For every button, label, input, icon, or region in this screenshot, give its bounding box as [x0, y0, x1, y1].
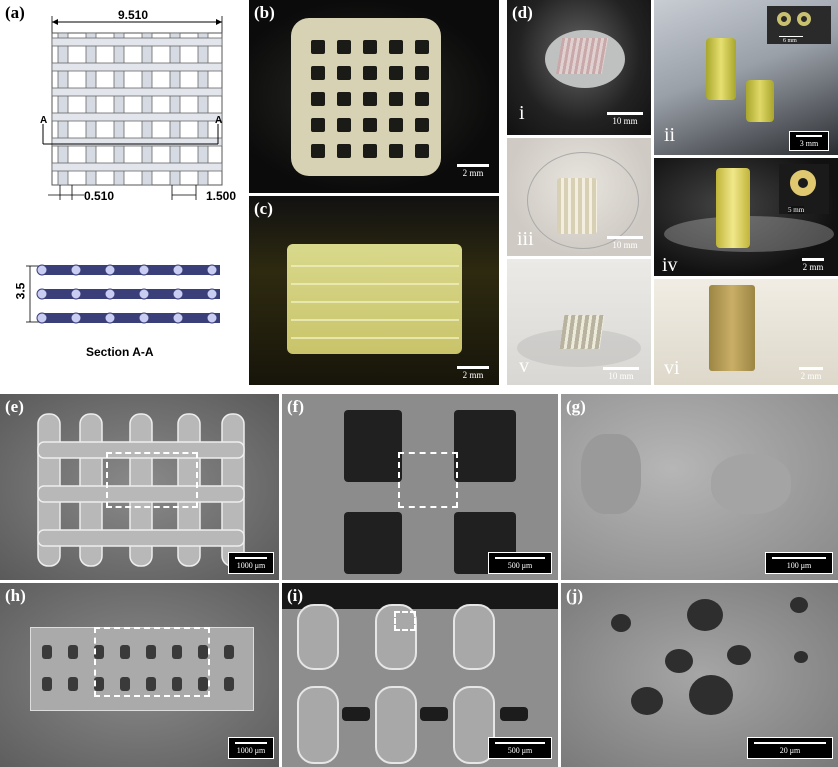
scale-bar: 10 mm	[607, 112, 643, 126]
sub-label-vi: vi	[664, 357, 680, 379]
panel-f-label: (f)	[287, 397, 304, 416]
panel-b-label: (b)	[254, 3, 275, 22]
scale-bar: 2 mm	[457, 366, 489, 380]
zoom-region	[394, 611, 416, 631]
inset-image: 6 mm	[767, 6, 831, 44]
scale-bar: 20 μm	[747, 737, 833, 759]
section-marker-right: A	[215, 115, 223, 126]
section-marker-left: A	[40, 115, 48, 126]
scale-bar: 10 mm	[603, 367, 639, 381]
background	[282, 583, 558, 609]
pore	[454, 410, 516, 482]
sub-label-iv: iv	[662, 254, 678, 276]
zoom-region	[94, 627, 210, 697]
panel-d-iv: 5 mm iv 2 mm	[654, 158, 838, 276]
panel-d-iii: iii 10 mm	[507, 138, 651, 256]
panel-g: (g) 100 μm	[561, 394, 838, 580]
inset-image	[779, 164, 829, 214]
panel-b: (b) 2 mm	[249, 0, 499, 193]
inset-scale-label: 6 mm	[783, 38, 797, 44]
dim-gap-label: 1.500	[206, 189, 237, 203]
sub-label-i: i	[519, 102, 525, 124]
sub-label-iii: iii	[517, 228, 534, 250]
scale-bar: 1000 μm	[228, 737, 274, 759]
panel-d-v: v 10 mm	[507, 259, 651, 385]
scale-bar: 10 mm	[607, 236, 643, 250]
layer-lines	[291, 265, 459, 339]
scaffold-side-photo	[287, 244, 462, 354]
panel-j: (j) 20 μm	[561, 583, 838, 767]
panel-i: (i) 500 μm	[282, 583, 558, 767]
panel-d-i: (d) i 10 mm	[507, 0, 651, 135]
micropores	[611, 597, 808, 715]
scale-bar: 3 mm	[789, 131, 829, 151]
panel-e: (e) 1000 μm	[0, 394, 279, 580]
panel-d-ii: 6 mm ii 3 mm	[654, 0, 838, 155]
scaffold	[559, 315, 605, 349]
cylinder	[716, 168, 750, 248]
cylinder	[709, 285, 755, 371]
panel-d-label: (d)	[512, 3, 533, 22]
dim-height-label: 3.5	[13, 282, 28, 300]
side-pores	[42, 645, 234, 691]
panel-a-label: (a)	[5, 3, 25, 22]
scaffold-holes	[311, 40, 429, 158]
scale-bar: 500 μm	[488, 737, 552, 759]
sub-label-v: v	[519, 355, 529, 377]
scale-bar: 2 mm	[802, 258, 824, 272]
scale-bar: 2 mm	[457, 164, 489, 178]
cylinder-short	[746, 80, 774, 122]
dim-strand-label: 0.510	[84, 189, 115, 203]
panel-j-label: (j)	[566, 586, 583, 605]
panel-c: (c) 2 mm	[249, 196, 499, 385]
dim-width-label: 9.510	[118, 8, 149, 22]
sub-label-ii: ii	[664, 124, 676, 146]
panel-a: (a) 9.510 A A 0.510 1.500 3.5 Section A-…	[0, 0, 243, 385]
pore	[344, 410, 402, 482]
panel-f: (f) 500 μm	[282, 394, 558, 580]
cylinder-tall	[706, 38, 736, 100]
panel-d-vi: vi 2 mm	[654, 279, 838, 385]
panel-h: (h) 1000 μm	[0, 583, 279, 767]
pore	[344, 512, 402, 574]
panel-e-label: (e)	[5, 397, 24, 416]
zoom-region	[106, 452, 198, 508]
scale-bar: 500 μm	[488, 552, 552, 574]
panel-c-label: (c)	[254, 199, 273, 218]
petri-dish	[527, 152, 639, 249]
section-title: Section A-A	[86, 345, 154, 359]
scale-bar: 1000 μm	[228, 552, 274, 574]
scale-bar: 2 mm	[799, 367, 823, 381]
sem-scaffold-top	[37, 413, 245, 567]
panel-g-label: (g)	[566, 397, 586, 416]
strand-cross-sections	[297, 604, 528, 764]
inset-scale-label: 5 mm	[788, 206, 805, 214]
surface-feature	[581, 434, 641, 514]
panel-h-label: (h)	[5, 586, 26, 605]
scale-bar: 100 μm	[765, 552, 833, 574]
surface-feature	[711, 454, 791, 514]
scaffold	[555, 38, 609, 74]
zoom-region	[398, 452, 458, 508]
grid-drawing	[26, 16, 223, 324]
scaffold	[557, 178, 597, 234]
panel-i-label: (i)	[287, 586, 304, 605]
